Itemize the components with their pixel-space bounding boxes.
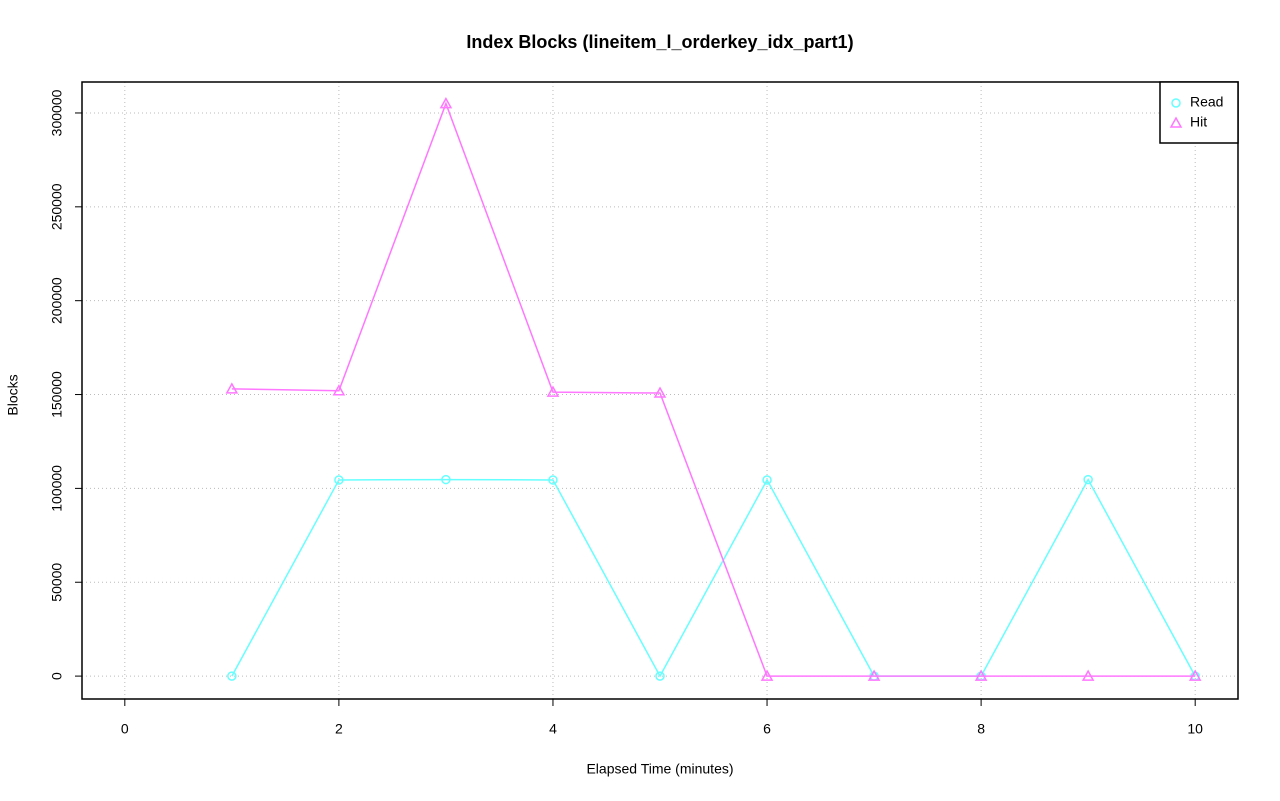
marker <box>225 382 239 394</box>
marker <box>653 386 667 398</box>
marker <box>760 669 774 681</box>
y-tick-label: 200000 <box>49 277 65 324</box>
marker <box>1188 669 1202 681</box>
y-tick-label: 250000 <box>49 183 65 230</box>
x-tick-label: 0 <box>121 721 129 737</box>
y-tick-label: 300000 <box>49 89 65 136</box>
marker <box>441 474 451 485</box>
legend: Read Hit <box>1159 81 1239 144</box>
marker <box>974 669 988 681</box>
y-tick-label: 0 <box>49 672 65 680</box>
marker <box>762 475 772 485</box>
legend-marker <box>1169 116 1183 128</box>
legend-marker <box>1171 98 1181 108</box>
series-line <box>231 477 1196 678</box>
y-tick-label: 100000 <box>49 465 65 512</box>
y-axis-label: Blocks <box>5 374 21 415</box>
legend-frame <box>1159 81 1239 144</box>
y-tick-label: 50000 <box>49 563 65 602</box>
legend-label: Read <box>1190 94 1223 110</box>
marker <box>1081 669 1095 681</box>
series-line <box>231 101 1196 677</box>
chart-title: Index Blocks (lineitem_l_orderkey_idx_pa… <box>466 32 853 52</box>
y-tick-label: 150000 <box>49 371 65 418</box>
x-axis-label: Elapsed Time (minutes) <box>586 761 733 777</box>
marker <box>867 669 881 681</box>
marker <box>655 671 665 681</box>
marker <box>334 475 344 485</box>
marker <box>227 671 237 681</box>
plot-frame <box>81 81 1239 700</box>
marker <box>548 475 558 485</box>
marker <box>546 385 560 397</box>
x-tick-label: 4 <box>549 721 557 737</box>
x-tick-label: 6 <box>763 721 771 737</box>
marker <box>1083 474 1093 485</box>
marker <box>439 97 453 109</box>
marker <box>332 384 346 396</box>
x-tick-label: 2 <box>335 721 343 737</box>
x-tick-label: 10 <box>1187 721 1203 737</box>
x-tick-label: 8 <box>977 721 985 737</box>
legend-label: Hit <box>1190 114 1207 130</box>
